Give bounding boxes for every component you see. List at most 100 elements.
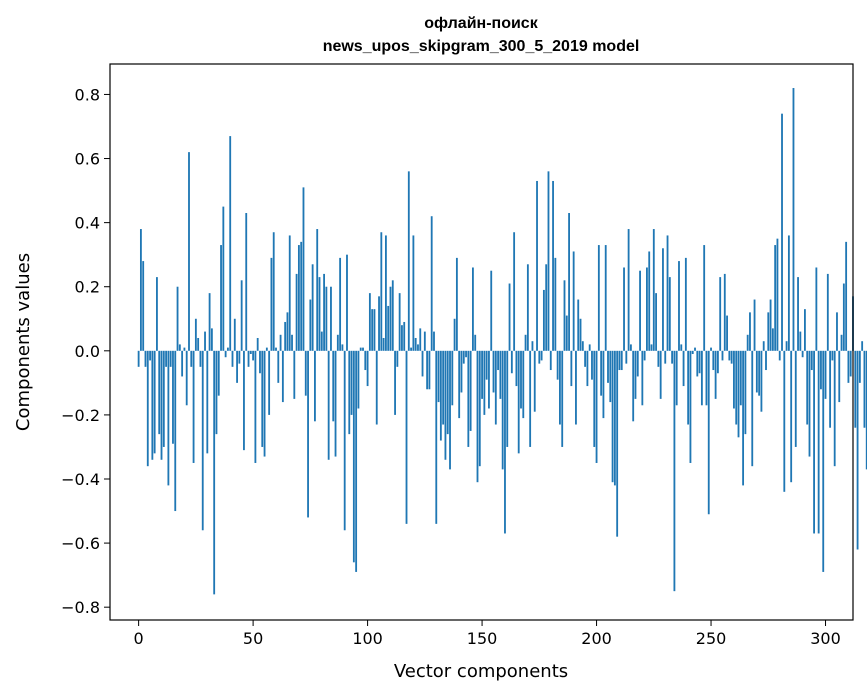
bar-171 <box>529 350 532 447</box>
bar-10 <box>160 350 163 460</box>
x-tick-label-0: 0 <box>134 629 144 648</box>
bar-70 <box>297 245 300 351</box>
bar-44 <box>238 350 241 364</box>
bar-240 <box>687 350 690 425</box>
bar-99 <box>364 350 367 371</box>
bar-15 <box>172 350 174 444</box>
bar-288 <box>797 277 799 351</box>
bar-247 <box>703 245 706 351</box>
bar-71 <box>300 241 303 351</box>
bar-50 <box>252 350 255 361</box>
bar-88 <box>339 257 342 351</box>
bar-19 <box>181 350 184 377</box>
bar-262 <box>737 350 740 438</box>
bar-215 <box>629 344 632 351</box>
bar-48 <box>247 350 250 367</box>
bar-130 <box>435 350 438 524</box>
bar-299 <box>822 350 825 572</box>
bar-186 <box>563 280 566 351</box>
bar-292 <box>806 350 809 425</box>
bar-121 <box>414 337 417 351</box>
y-tick-label-5: 0.2 <box>75 278 100 297</box>
bar-46 <box>243 350 245 451</box>
bar-133 <box>442 350 445 425</box>
bar-305 <box>836 312 838 351</box>
bar-278 <box>774 245 777 351</box>
bar-124 <box>421 350 424 377</box>
bar-61 <box>277 350 280 383</box>
bar-286 <box>792 88 795 351</box>
bar-122 <box>417 344 419 351</box>
bar-32 <box>210 328 213 351</box>
bar-25 <box>194 318 197 351</box>
bar-282 <box>783 350 786 492</box>
bar-5 <box>149 350 151 361</box>
bar-234 <box>673 350 676 592</box>
bar-105 <box>378 296 380 351</box>
bar-243 <box>694 347 696 351</box>
bar-142 <box>462 350 465 364</box>
bar-301 <box>826 273 829 351</box>
bar-145 <box>469 350 472 431</box>
bar-82 <box>325 286 328 351</box>
bar-29 <box>204 331 206 351</box>
bar-35 <box>217 350 220 396</box>
x-axis-label: Vector components <box>394 661 568 682</box>
bar-22 <box>188 152 190 351</box>
bar-111 <box>391 280 394 351</box>
bar-165 <box>515 350 518 387</box>
bar-279 <box>776 238 779 351</box>
bar-199 <box>593 350 596 447</box>
bar-246 <box>700 350 703 406</box>
bar-170 <box>526 264 529 351</box>
bar-264 <box>742 350 745 486</box>
bar-174 <box>536 180 538 351</box>
bar-4 <box>146 350 149 467</box>
bar-58 <box>270 257 273 351</box>
bar-183 <box>556 350 559 380</box>
bar-164 <box>513 232 516 351</box>
bar-207 <box>611 350 614 483</box>
bar-41 <box>231 350 234 367</box>
bar-6 <box>151 350 154 460</box>
bar-285 <box>790 350 793 483</box>
bar-93 <box>350 350 353 415</box>
bar-291 <box>804 309 806 351</box>
bar-63 <box>281 350 284 403</box>
x-tick-label-200: 200 <box>581 629 612 648</box>
bar-211 <box>620 350 623 371</box>
bar-18 <box>178 344 181 351</box>
bar-225 <box>652 229 655 351</box>
bar-78 <box>316 229 319 351</box>
bar-214 <box>627 229 630 351</box>
bar-83 <box>327 350 330 460</box>
bar-49 <box>249 350 252 355</box>
bar-261 <box>735 350 738 425</box>
bar-191 <box>575 350 577 425</box>
bar-300 <box>824 350 827 399</box>
bar-298 <box>820 350 822 390</box>
bar-180 <box>549 350 552 371</box>
bar-230 <box>664 350 667 364</box>
bar-198 <box>591 350 593 380</box>
bar-232 <box>668 277 671 351</box>
bar-134 <box>444 350 447 460</box>
bar-47 <box>245 213 248 351</box>
bar-101 <box>368 293 371 351</box>
y-tick-label-7: 0.6 <box>75 150 100 169</box>
bar-125 <box>423 331 426 351</box>
bar-96 <box>357 350 360 409</box>
bar-40 <box>229 136 232 351</box>
bar-212 <box>623 267 625 351</box>
bar-11 <box>162 350 165 447</box>
bar-108 <box>384 235 387 351</box>
bar-190 <box>572 251 575 351</box>
bar-239 <box>684 257 687 351</box>
bar-59 <box>272 232 275 351</box>
x-tick-label-300: 300 <box>810 629 841 648</box>
bar-259 <box>730 350 733 364</box>
bar-257 <box>726 315 728 351</box>
bar-204 <box>604 245 607 351</box>
bar-65 <box>286 312 289 351</box>
bar-28 <box>201 350 204 531</box>
